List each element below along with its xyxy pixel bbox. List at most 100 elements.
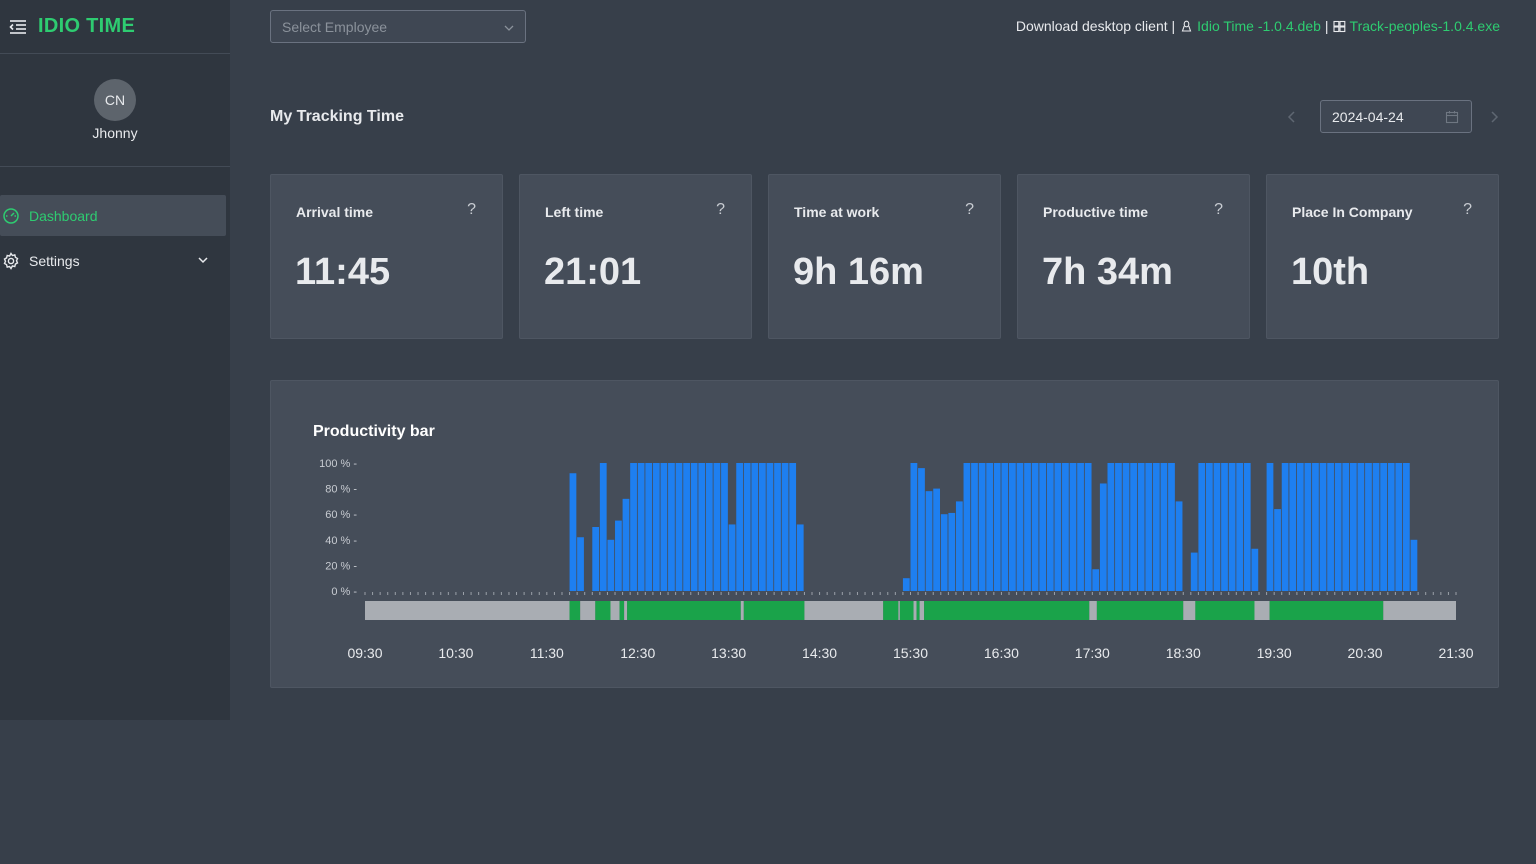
download-label: Download desktop client | — [1015, 18, 1176, 34]
productivity-bar — [993, 463, 1001, 591]
help-icon[interactable]: ? — [467, 201, 476, 218]
help-icon[interactable]: ? — [965, 201, 974, 218]
menu-fold-icon[interactable] — [8, 17, 28, 37]
avatar[interactable]: CN — [94, 79, 136, 121]
date-value: 2024-04-24 — [1332, 108, 1404, 125]
productivity-bar — [1334, 463, 1342, 591]
productivity-bar — [902, 578, 910, 591]
activity-segment-idle — [624, 601, 628, 620]
stat-card-arrival-time: Arrival time ? 11:45 — [270, 174, 503, 339]
app-name[interactable]: IDIO TIME — [38, 15, 136, 37]
productivity-bar — [1130, 463, 1137, 591]
calendar-icon — [1445, 110, 1459, 124]
productivity-bar — [630, 463, 637, 591]
productivity-bar — [743, 463, 751, 591]
productivity-bar — [1221, 463, 1228, 591]
productivity-bar — [607, 539, 615, 591]
activity-segment-active — [883, 601, 899, 620]
brand: IDIO TIME — [0, 0, 230, 54]
productivity-bar — [781, 463, 789, 591]
productivity-bar — [971, 463, 978, 591]
x-tick-label: 09:30 — [347, 645, 382, 661]
sidebar-item-settings[interactable]: Settings — [0, 240, 230, 281]
productivity-bar — [1016, 463, 1024, 591]
next-day-button[interactable] — [1488, 110, 1500, 124]
productivity-bar — [948, 512, 956, 591]
productivity-bar — [1395, 463, 1403, 591]
productivity-bar — [766, 463, 774, 591]
productivity-bar — [1274, 509, 1281, 591]
activity-segment-idle — [898, 601, 900, 620]
x-tick-label: 17:30 — [1075, 645, 1110, 661]
activity-segment-idle — [365, 601, 570, 620]
productivity-bar — [963, 463, 971, 591]
productivity-bar — [1054, 463, 1062, 591]
activity-segment-active — [595, 601, 611, 620]
windows-icon — [1332, 20, 1346, 33]
x-tick-label: 12:30 — [620, 645, 655, 661]
stat-label: Productive time — [1043, 204, 1149, 220]
previous-day-button[interactable] — [1286, 110, 1298, 124]
productivity-bar — [751, 463, 759, 591]
exe-download-link[interactable]: Track-peoples-1.0.4.exe — [1349, 18, 1500, 34]
productivity-bar — [1387, 463, 1395, 591]
productivity-bar — [1281, 463, 1289, 591]
productivity-bar — [910, 463, 918, 591]
stat-card-place-in-company: Place In Company ? 10th — [1266, 174, 1499, 339]
productivity-bar — [1251, 548, 1259, 591]
user-name: Jhonny — [92, 125, 138, 141]
stat-card-time-at-work: Time at work ? 9h 16m — [768, 174, 1001, 339]
activity-segment-active — [619, 601, 625, 620]
stat-value: 7h 34m — [1042, 251, 1173, 293]
productivity-bar — [1198, 463, 1206, 591]
productivity-bar — [1410, 539, 1418, 591]
activity-segment-active — [1096, 601, 1184, 620]
productivity-bar — [789, 463, 797, 591]
productivity-bar — [1069, 463, 1077, 591]
productivity-bar — [1296, 463, 1304, 591]
productivity-bar — [683, 463, 690, 591]
x-tick-label: 15:30 — [893, 645, 928, 661]
user-profile: CN Jhonny — [0, 54, 230, 167]
productivity-bar — [925, 491, 933, 591]
activity-segment-active — [1269, 601, 1384, 620]
deb-download-link[interactable]: Idio Time -1.0.4.deb — [1197, 18, 1321, 34]
gear-icon — [2, 251, 20, 270]
activity-segment-active — [743, 601, 805, 620]
productivity-bar — [1289, 463, 1297, 591]
productivity-bar — [660, 463, 668, 591]
productivity-bar — [1008, 463, 1016, 591]
productivity-bar — [1402, 463, 1410, 591]
productivity-bar — [690, 463, 698, 591]
help-icon[interactable]: ? — [1463, 201, 1472, 218]
productivity-bar — [1031, 463, 1039, 591]
chevron-down-icon — [503, 21, 515, 33]
productivity-bar — [1046, 463, 1054, 591]
productivity-bar — [592, 527, 600, 591]
productivity-bar — [1236, 463, 1244, 591]
productivity-bar — [721, 463, 728, 591]
productivity-bar — [1327, 463, 1334, 591]
productivity-bar — [569, 473, 577, 591]
productivity-bar — [1001, 463, 1009, 591]
productivity-bar — [796, 524, 804, 591]
sidebar-item-dashboard[interactable]: Dashboard — [0, 195, 226, 236]
separator: | — [1324, 18, 1329, 34]
help-icon[interactable]: ? — [1214, 201, 1223, 218]
activity-segment-idle — [580, 601, 596, 620]
sidebar-item-label: Settings — [29, 252, 80, 269]
productivity-bar — [1312, 463, 1319, 591]
activity-segment-idle — [913, 601, 917, 620]
sidebar-item-label: Dashboard — [29, 207, 98, 224]
productivity-bar — [1122, 463, 1130, 591]
stat-label: Time at work — [794, 204, 880, 220]
productivity-bar — [1342, 463, 1350, 591]
employee-select[interactable]: Select Employee — [270, 10, 526, 43]
date-picker[interactable]: 2024-04-24 — [1320, 100, 1472, 133]
productivity-bar — [1304, 463, 1312, 591]
productivity-bar — [645, 463, 653, 591]
productivity-bar — [622, 498, 630, 591]
productivity-bar — [1228, 463, 1236, 591]
help-icon[interactable]: ? — [716, 201, 725, 218]
productivity-bar — [933, 488, 941, 591]
